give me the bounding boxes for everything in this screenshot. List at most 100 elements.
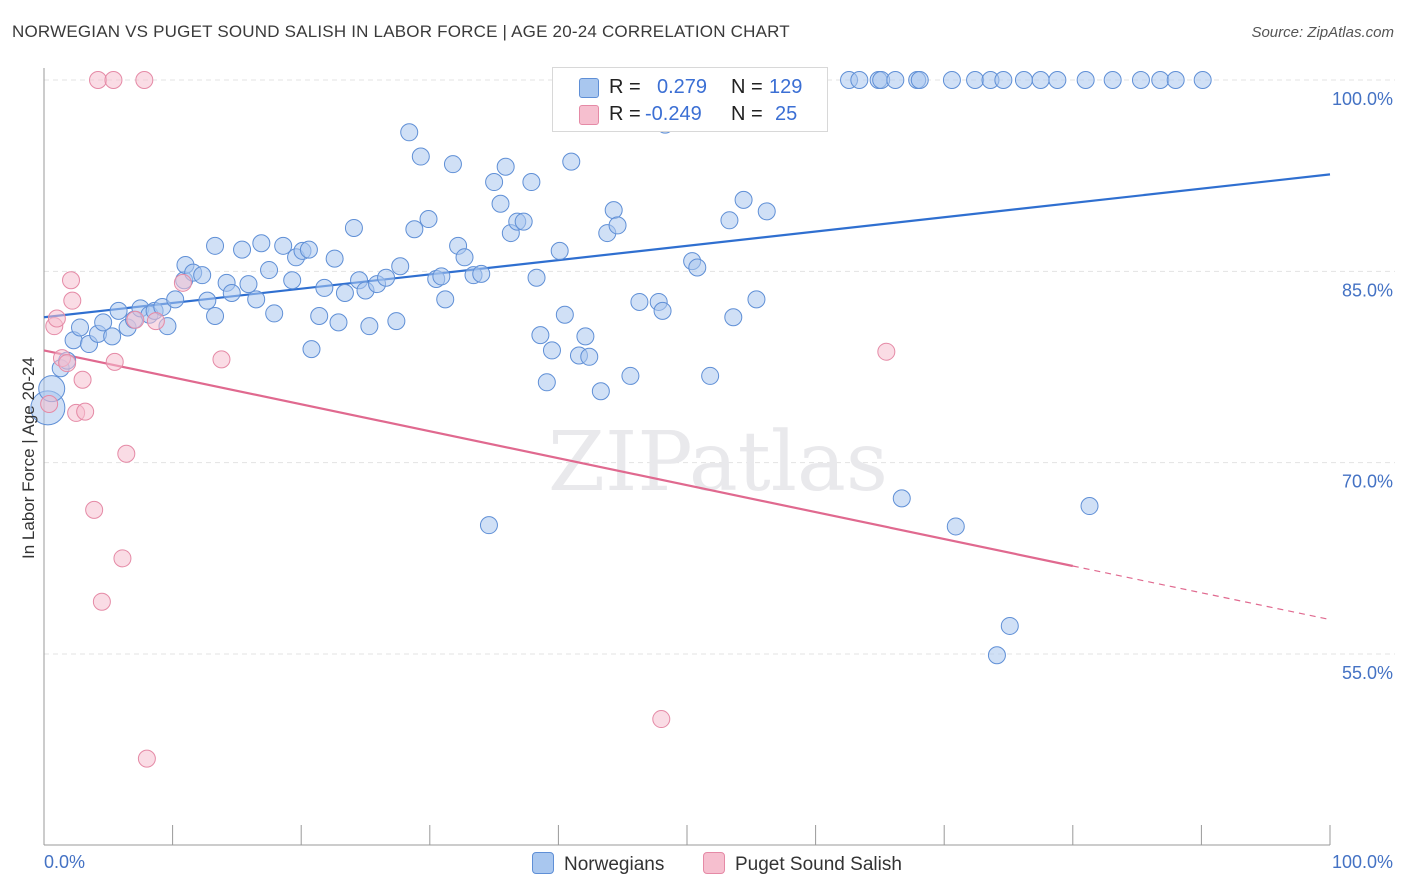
point-norwegians: [537, 373, 556, 392]
point-norwegians: [892, 489, 911, 508]
point-norwegians: [443, 155, 462, 174]
point-norwegians: [591, 382, 610, 401]
tick-labels: 55.0% 70.0% 85.0% 100.0% 0.0% 100.0%: [44, 89, 1393, 872]
point-norwegians: [653, 301, 672, 320]
point-norwegians: [283, 271, 302, 290]
axes: [43, 68, 1331, 846]
point-norwegians: [630, 292, 649, 311]
point-puget-sound-salish: [173, 273, 192, 292]
point-norwegians: [310, 306, 329, 325]
point-norwegians: [193, 266, 212, 285]
watermark: ZIPatlas: [548, 415, 888, 510]
point-norwegians: [329, 313, 348, 332]
legend-label-puget-sound-salish: Puget Sound Salish: [735, 854, 902, 875]
point-norwegians: [604, 201, 623, 220]
point-norwegians: [405, 220, 424, 239]
legend-r-value: -0.249: [645, 103, 702, 125]
point-puget-sound-salish: [137, 749, 156, 768]
point-norwegians: [527, 268, 546, 287]
point-norwegians: [542, 341, 561, 360]
point-norwegians: [942, 71, 961, 89]
legend-n-label: N =: [731, 103, 763, 125]
point-norwegians: [1031, 71, 1050, 89]
point-norwegians: [576, 327, 595, 346]
point-norwegians: [522, 173, 541, 192]
chart-title: NORWEGIAN VS PUGET SOUND SALISH IN LABOR…: [12, 22, 790, 41]
point-norwegians: [966, 71, 985, 89]
legend-n-label: N =: [731, 76, 763, 98]
y-tick-label: 85.0%: [1342, 280, 1393, 300]
y-axis-label: In Labor Force | Age 20-24: [19, 357, 38, 559]
trend-line-puget-sound-salish: [43, 349, 1074, 568]
point-norwegians: [720, 211, 739, 230]
point-norwegians: [299, 240, 318, 259]
point-norwegians: [260, 261, 279, 280]
point-norwegians: [987, 646, 1006, 665]
point-norwegians: [1193, 71, 1212, 89]
point-puget-sound-salish: [63, 291, 82, 310]
point-norwegians: [580, 347, 599, 366]
point-puget-sound-salish: [135, 71, 154, 89]
point-puget-sound-salish: [652, 710, 671, 729]
legend-swatch-blue: [532, 852, 554, 874]
point-norwegians: [1080, 497, 1099, 516]
point-norwegians: [688, 258, 707, 277]
point-norwegians: [1014, 71, 1033, 89]
point-norwegians: [239, 275, 258, 294]
point-norwegians: [432, 267, 451, 286]
point-puget-sound-salish: [89, 71, 108, 89]
legend-n-value: 129: [769, 76, 803, 98]
bottom-legend-puget-sound-salish: Puget Sound Salish: [703, 852, 902, 876]
point-norwegians: [419, 210, 438, 229]
y-tick-label: 55.0%: [1342, 663, 1393, 683]
point-norwegians: [608, 216, 627, 235]
point-norwegians: [103, 327, 122, 346]
point-norwegians: [724, 308, 743, 327]
point-norwegians: [360, 317, 379, 336]
point-norwegians: [910, 71, 929, 89]
point-norwegians: [206, 306, 225, 325]
point-norwegians: [109, 301, 128, 320]
point-puget-sound-salish: [73, 370, 92, 389]
point-norwegians: [472, 264, 491, 283]
point-norwegians: [377, 268, 396, 287]
point-norwegians: [387, 312, 406, 331]
point-puget-sound-salish: [47, 309, 66, 328]
point-puget-sound-salish: [113, 549, 132, 568]
point-norwegians: [391, 257, 410, 276]
point-puget-sound-salish: [58, 354, 77, 373]
point-puget-sound-salish: [105, 352, 124, 371]
point-norwegians: [265, 304, 284, 323]
legend-r-label: R =: [609, 76, 641, 98]
point-norwegians: [531, 326, 550, 345]
point-norwegians: [1166, 71, 1185, 89]
point-norwegians: [946, 517, 965, 536]
point-puget-sound-salish: [877, 342, 896, 361]
y-tick-label: 100.0%: [1332, 89, 1393, 109]
point-norwegians: [1048, 71, 1067, 89]
point-puget-sound-salish: [117, 444, 136, 463]
point-norwegians: [455, 248, 474, 267]
point-norwegians: [994, 71, 1013, 89]
point-norwegians: [734, 190, 753, 209]
point-norwegians: [222, 284, 241, 303]
source-label: Source: ZipAtlas.com: [1251, 24, 1394, 41]
point-norwegians: [1076, 71, 1095, 89]
point-norwegians: [325, 249, 344, 268]
point-norwegians: [436, 290, 455, 309]
point-norwegians: [71, 318, 90, 337]
point-norwegians: [485, 173, 504, 192]
point-puget-sound-salish: [40, 394, 59, 413]
point-norwegians: [550, 241, 569, 260]
trend-line-extension: [1072, 565, 1331, 621]
point-norwegians: [496, 157, 515, 176]
point-norwegians: [252, 234, 271, 253]
point-norwegians: [850, 71, 869, 89]
point-norwegians: [555, 305, 574, 324]
trend-lines: [43, 173, 1331, 621]
stats-legend: R = 0.279 N = 129 R = -0.249 N = 25: [552, 67, 828, 132]
x-tick-label: 0.0%: [44, 852, 85, 872]
legend-r-value: 0.279: [657, 76, 708, 98]
point-norwegians: [247, 290, 266, 309]
